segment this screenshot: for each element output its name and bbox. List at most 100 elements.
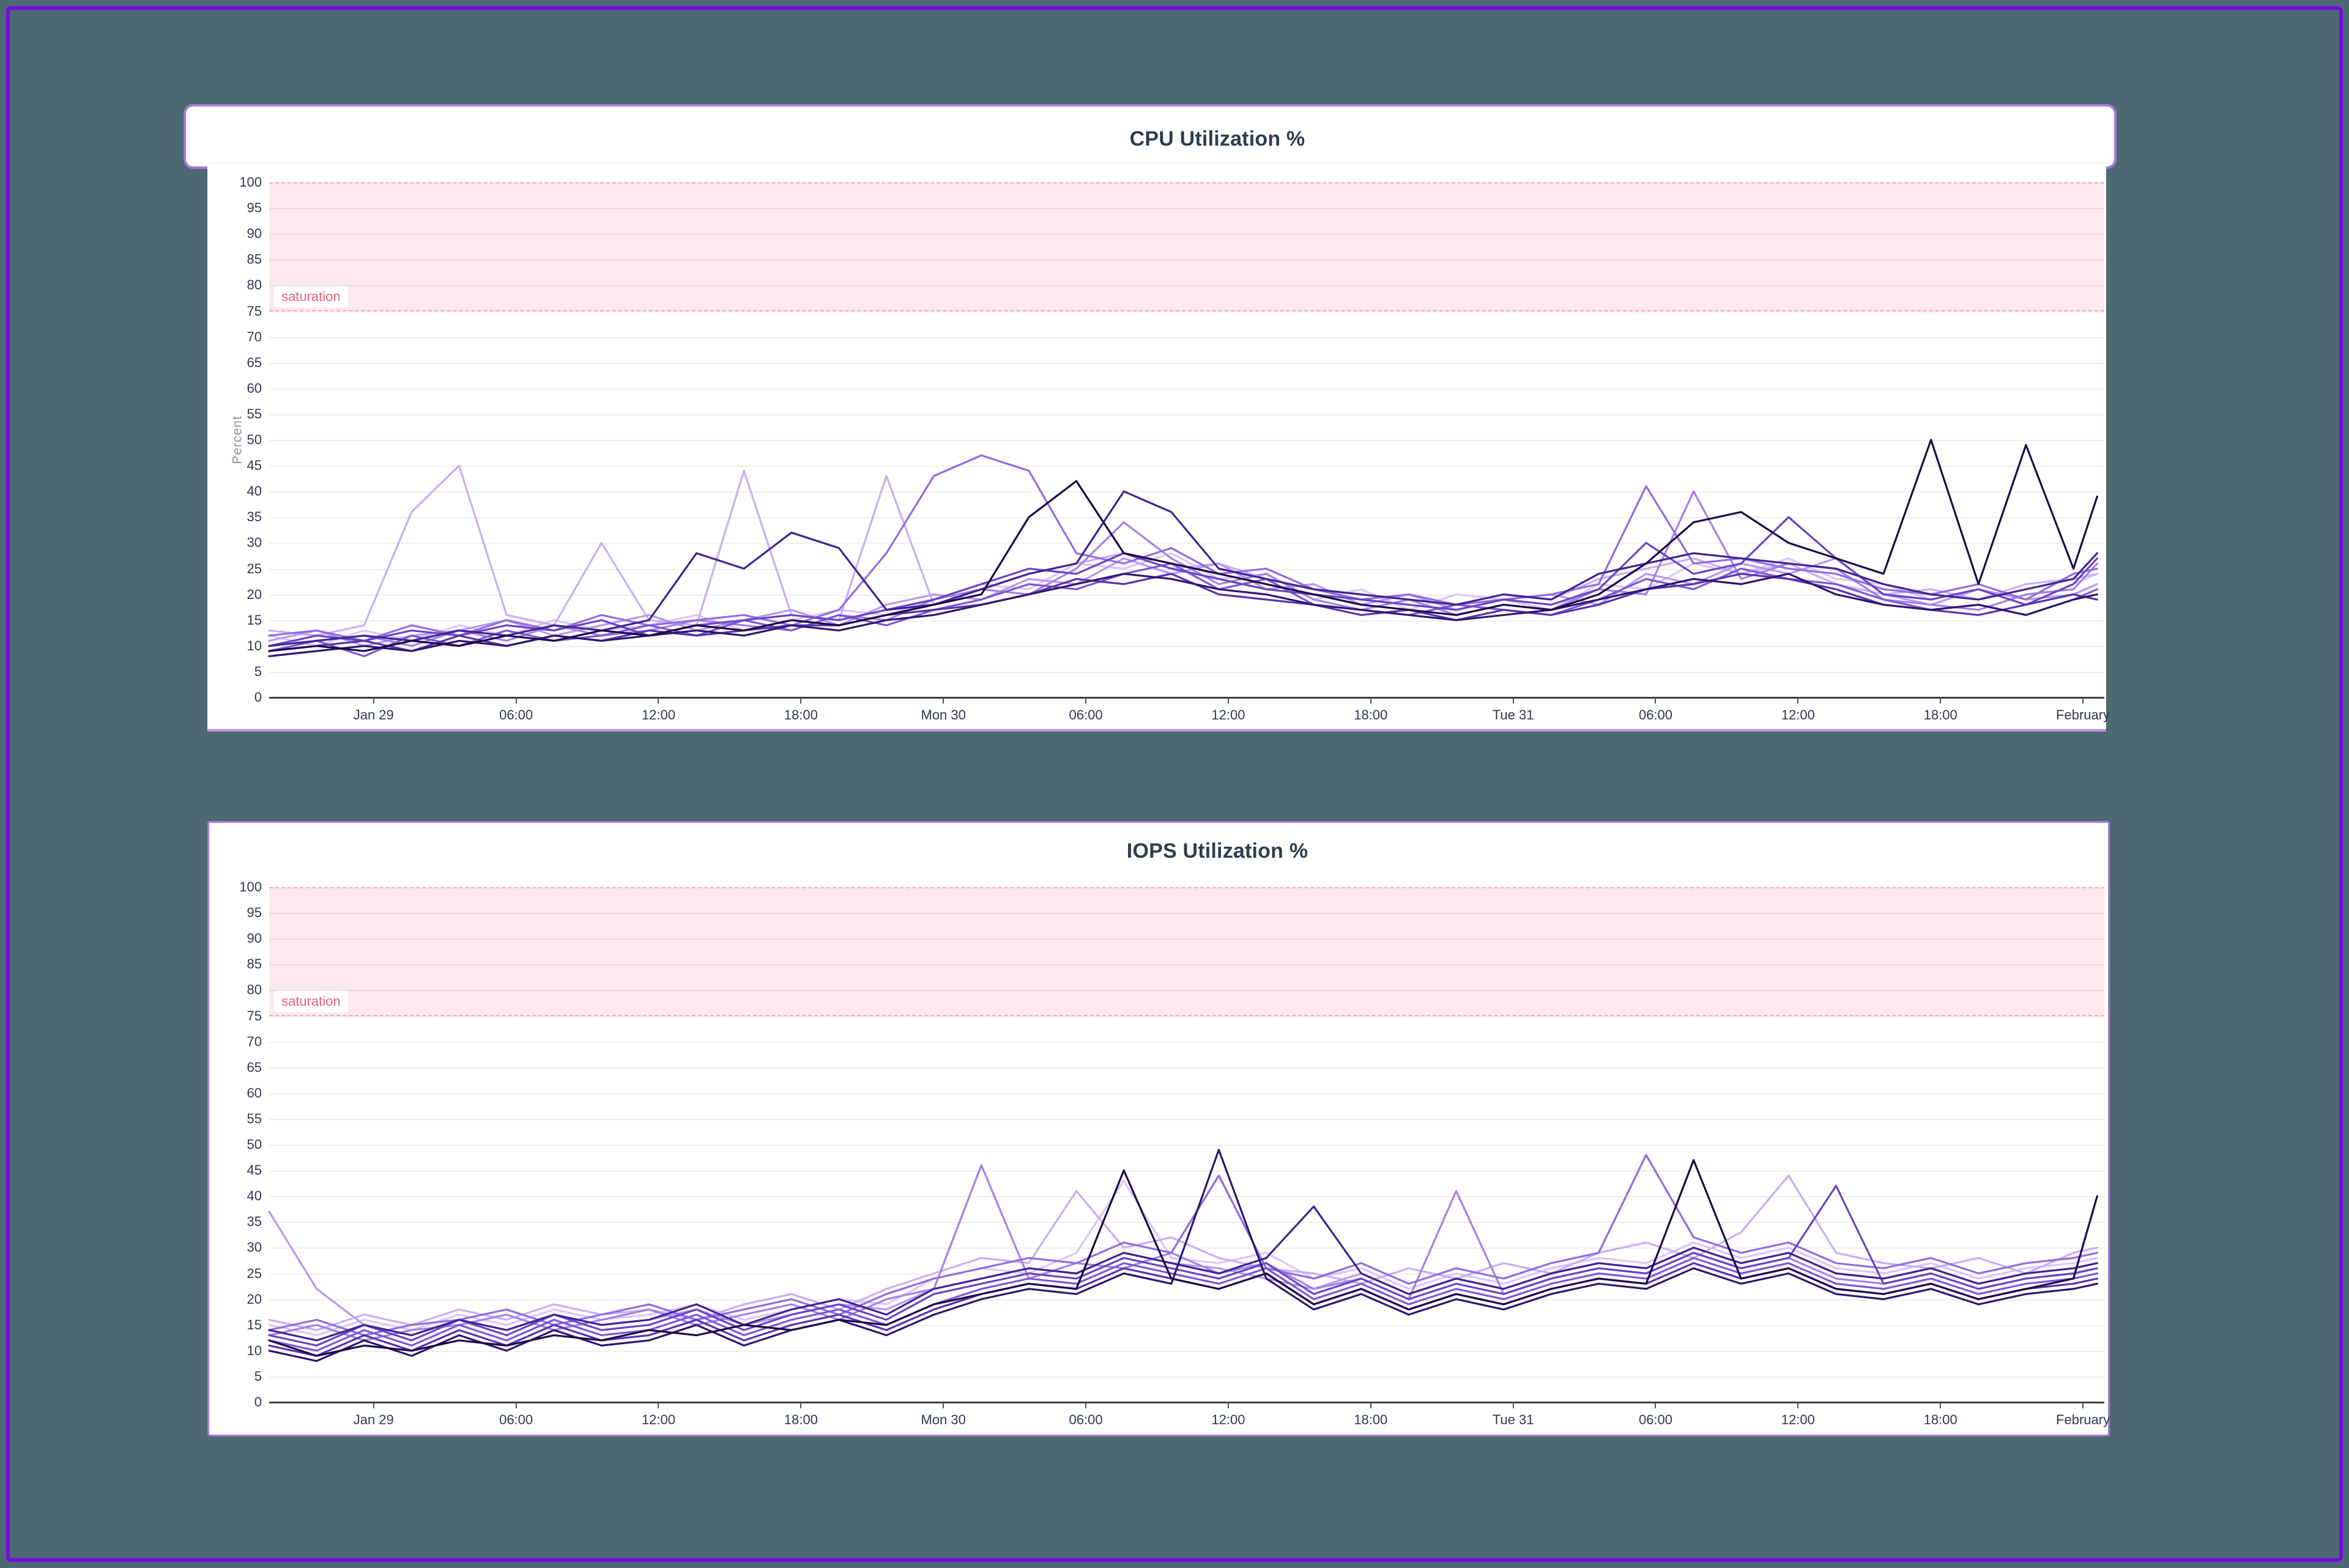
y-tick-label: 95 (247, 200, 262, 216)
y-tick-label: 80 (247, 277, 262, 293)
series-line (269, 1206, 2097, 1340)
series-line (269, 574, 2097, 656)
series-line (269, 1181, 2097, 1336)
grid-line (269, 990, 2104, 992)
cpu-plot-area[interactable]: saturation 0 5 10 15 20 25 30 35 40 45 50 55 60 65 70 75… (230, 174, 2104, 723)
y-tick-label: 60 (247, 380, 262, 396)
y-tick-label: 55 (247, 1110, 262, 1126)
grid-line (269, 1376, 2104, 1378)
y-axis-title: Percent (230, 415, 244, 464)
y-tick-label: 70 (247, 1033, 262, 1049)
series-line (269, 466, 2097, 636)
y-tick-label: 15 (247, 612, 262, 628)
grid-line (269, 1118, 2104, 1120)
saturation-band: saturation (269, 182, 2104, 311)
y-tick-label: 0 (254, 1394, 262, 1410)
x-tick-mark (800, 1402, 802, 1408)
y-tick-label: 65 (247, 1059, 262, 1075)
x-tick-label: 06:00 (499, 1412, 533, 1427)
x-tick-mark (1370, 697, 1371, 704)
grid-line (269, 1299, 2104, 1301)
y-tick-label: 100 (239, 879, 262, 894)
y-tick-label: 35 (247, 509, 262, 525)
grid-line (269, 414, 2104, 415)
x-tick-label: Mon 30 (921, 707, 966, 723)
grid-line (269, 1041, 2104, 1043)
y-tick-label: 50 (247, 432, 262, 447)
y-tick-label: 15 (247, 1317, 262, 1332)
y-tick-label: 85 (247, 956, 262, 972)
grid-line (269, 1145, 2104, 1146)
grid-line (269, 913, 2104, 915)
grid-line (269, 645, 2104, 647)
x-tick-mark (658, 1402, 659, 1408)
iops-plot-area[interactable]: saturation 0 5 10 15 20 25 30 35 40 45 50 55 60 65 70 75… (269, 879, 2104, 1427)
x-tick-label: 12:00 (641, 1412, 675, 1427)
y-tick-label: 35 (247, 1214, 262, 1230)
grid-line (269, 964, 2104, 966)
series-line (269, 1160, 2097, 1356)
y-tick-label: 95 (247, 905, 262, 921)
y-tick-label: 70 (247, 329, 262, 344)
x-tick-mark (515, 697, 517, 704)
x-tick-label: 06:00 (1638, 707, 1673, 723)
x-tick-mark (1655, 1402, 1657, 1408)
x-tick-label: 18:00 (1354, 1412, 1388, 1427)
x-tick-mark (515, 1402, 517, 1408)
y-tick-label: 5 (254, 1368, 262, 1384)
y-tick-label: 10 (247, 1342, 262, 1358)
x-tick-label: 12:00 (1211, 1412, 1245, 1427)
y-tick-label: 40 (247, 1188, 262, 1204)
y-tick-label: 25 (247, 560, 262, 576)
saturation-band: saturation (269, 887, 2104, 1016)
grid-line (269, 594, 2104, 596)
series-line (269, 1186, 2097, 1345)
y-tick-label: 55 (247, 406, 262, 422)
series-line (269, 491, 2097, 646)
grid-line (269, 1170, 2104, 1172)
x-tick-label: February (2056, 707, 2110, 723)
grid-line (269, 285, 2104, 287)
x-tick-label: Jan 29 (353, 1412, 394, 1427)
y-tick-label: 10 (247, 637, 262, 653)
x-tick-mark (2082, 697, 2084, 704)
x-tick-label: 06:00 (1069, 707, 1103, 723)
x-tick-label: Tue 31 (1492, 707, 1534, 723)
y-tick-label: 5 (254, 663, 262, 679)
x-tick-mark (1797, 697, 1799, 704)
grid-line (269, 440, 2104, 441)
x-tick-label: 06:00 (499, 707, 533, 723)
grid-line (269, 1093, 2104, 1094)
x-tick-mark (1797, 1402, 1799, 1408)
x-tick-mark (658, 697, 659, 704)
x-tick-label: 18:00 (784, 1412, 818, 1427)
cpu-chart-title: CPU Utilization % (1129, 127, 1305, 150)
x-tick-mark (1512, 1402, 1514, 1408)
x-tick-mark (943, 1402, 944, 1408)
x-tick-label: 06:00 (1069, 1412, 1103, 1427)
grid-line (269, 1247, 2104, 1249)
x-tick-label: 12:00 (641, 707, 675, 723)
grid-line (269, 311, 2104, 313)
y-tick-label: 75 (247, 1008, 262, 1024)
x-tick-label: 12:00 (1211, 707, 1245, 723)
grid-line (269, 234, 2104, 236)
x-axis-line (269, 1402, 2104, 1403)
grid-line (269, 1196, 2104, 1198)
grid-line (269, 568, 2104, 570)
x-tick-mark (1227, 697, 1229, 704)
grid-line (269, 208, 2104, 210)
grid-line (269, 1350, 2104, 1352)
grid-line (269, 938, 2104, 940)
y-tick-label: 45 (247, 1162, 262, 1178)
x-tick-label: Mon 30 (921, 1412, 966, 1427)
x-tick-label: 12:00 (1781, 1412, 1815, 1427)
x-tick-mark (2082, 1402, 2084, 1408)
x-tick-mark (1227, 1402, 1229, 1408)
grid-line (269, 1273, 2104, 1275)
y-tick-label: 40 (247, 483, 262, 499)
series-plot (269, 182, 2104, 697)
y-tick-label: 30 (247, 1239, 262, 1255)
grid-line (269, 1067, 2104, 1069)
series-line (269, 440, 2097, 651)
